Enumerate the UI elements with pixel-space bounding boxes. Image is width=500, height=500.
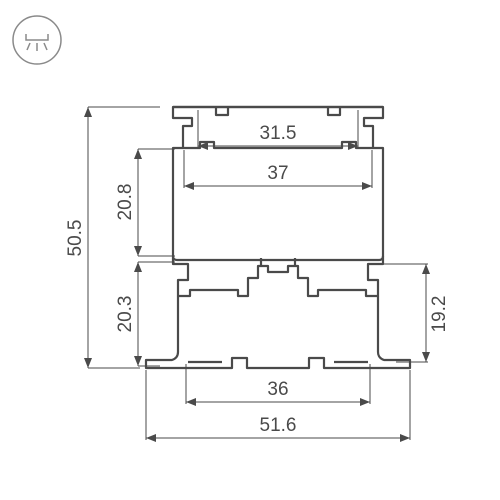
dim-lower-h: 20.3 (115, 262, 175, 366)
dim-upper-h: 20.8 (115, 149, 175, 256)
svg-text:51.6: 51.6 (260, 415, 297, 436)
svg-text:19.2: 19.2 (429, 296, 450, 333)
svg-text:31.5: 31.5 (260, 123, 297, 144)
downlight-icon (13, 16, 61, 64)
dim-bottom-inner-w: 36 (186, 364, 370, 406)
svg-text:20.3: 20.3 (115, 296, 136, 333)
profile-drawing: 50.5 20.8 20.3 19.2 (0, 0, 500, 500)
svg-text:37: 37 (267, 163, 288, 184)
dim-mid-inner-w: 37 (184, 150, 372, 190)
svg-text:36: 36 (267, 379, 288, 400)
svg-text:20.8: 20.8 (115, 184, 136, 221)
dim-total-height: 50.5 (65, 107, 160, 368)
svg-text:50.5: 50.5 (65, 220, 86, 257)
dim-inner-h-right: 19.2 (382, 264, 450, 362)
